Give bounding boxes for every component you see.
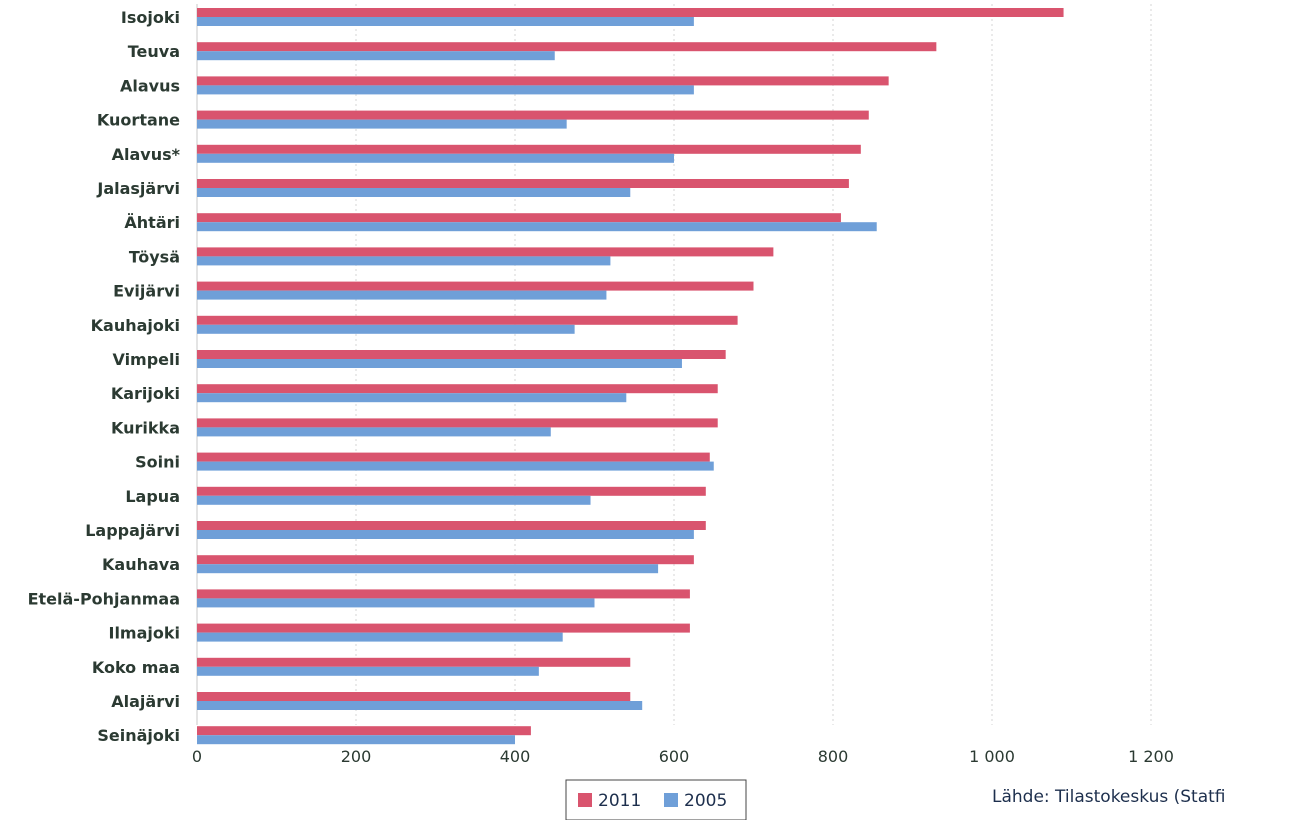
bar-2011 [197,76,889,86]
category-label: Alajärvi [111,692,180,711]
bar-2005 [197,290,607,300]
bar-2011 [197,384,718,394]
legend-label-2011: 2011 [598,791,641,811]
category-label: Lapua [125,487,180,506]
bar-2011 [197,144,861,154]
bar-2011 [197,110,869,120]
bar-2011 [197,315,738,325]
legend-box [565,779,747,820]
category-label: Etelä-Pohjanmaa [28,589,180,608]
bar-2011 [197,521,706,530]
bar-2011 [197,179,849,188]
bar-2005 [197,598,595,608]
category-label: Vimpeli [112,350,180,369]
bar-2005 [197,256,611,266]
x-tick-label: 400 [500,747,531,766]
bar-2011 [197,213,841,223]
bar-2005 [197,324,575,334]
bar-2011 [197,8,1064,17]
legend: 2011 2005 [565,779,747,820]
source-note: Lähde: Tilastokeskus (Statfi [992,787,1225,807]
category-label: Kauhava [102,555,180,574]
bar-2011 [197,418,718,428]
bar-2005 [197,564,659,574]
category-label: Jalasjärvi [96,179,180,198]
bar-2005 [197,85,694,95]
category-label: Soini [135,453,180,472]
bar-2011 [197,350,726,359]
category-label: Kurikka [111,418,180,437]
bar-2011 [197,726,531,736]
category-label: Karijoki [111,384,180,403]
bar-2005 [197,461,714,471]
category-label: Teuva [128,42,180,61]
category-label: Koko maa [92,658,180,677]
bar-2011 [197,452,710,462]
bar-2011 [197,281,754,291]
bar-2011 [197,247,774,257]
category-label: Alavus [120,76,180,95]
category-label: Lappajärvi [85,521,180,540]
bar-2005 [197,666,539,676]
category-label: Ilmajoki [108,624,180,643]
category-labels: Isojoki Teuva Alavus Kuortane Alavus* Jalasjä… [28,8,181,745]
bar-2005 [197,153,674,163]
category-label: Seinäjoki [97,726,180,745]
bar-2005 [197,701,643,710]
bar-2005 [197,17,694,26]
bar-2005 [197,632,563,642]
bar-2005 [197,495,591,505]
legend-label-2005: 2005 [684,791,727,811]
bar-2005 [197,427,551,437]
bar-2005 [197,119,567,129]
category-label: Evijärvi [113,282,180,301]
bar-2005 [197,359,682,368]
bar-2005 [197,188,631,197]
legend-swatch-2011 [578,793,592,807]
bar-2011 [197,692,631,701]
x-tick-label: 0 [192,747,202,766]
bar-2005 [197,530,694,539]
category-label: Ähtäri [124,213,180,232]
x-tick-labels: 0 200 400 600 800 1 000 1 200 [192,747,1174,766]
bar-2011 [197,657,631,667]
category-label: Kauhajoki [91,316,180,335]
bars [197,8,1064,745]
bar-2005 [197,51,555,61]
category-label: Töysä [129,247,180,266]
x-tick-label: 800 [818,747,849,766]
bar-2011 [197,555,694,565]
bar-2011 [197,623,690,633]
category-label: Alavus* [112,145,181,164]
legend-swatch-2005 [664,793,678,807]
bar-2005 [197,393,627,403]
x-tick-label: 1 000 [969,747,1015,766]
category-label: Isojoki [121,8,180,27]
x-tick-label: 200 [341,747,372,766]
bar-2005 [197,222,877,232]
bar-2011 [197,486,706,496]
category-label: Kuortane [97,111,180,130]
x-tick-label: 1 200 [1128,747,1174,766]
bar-2005 [197,735,515,745]
bar-2011 [197,42,937,52]
bar-2011 [197,589,690,599]
x-tick-label: 600 [659,747,690,766]
